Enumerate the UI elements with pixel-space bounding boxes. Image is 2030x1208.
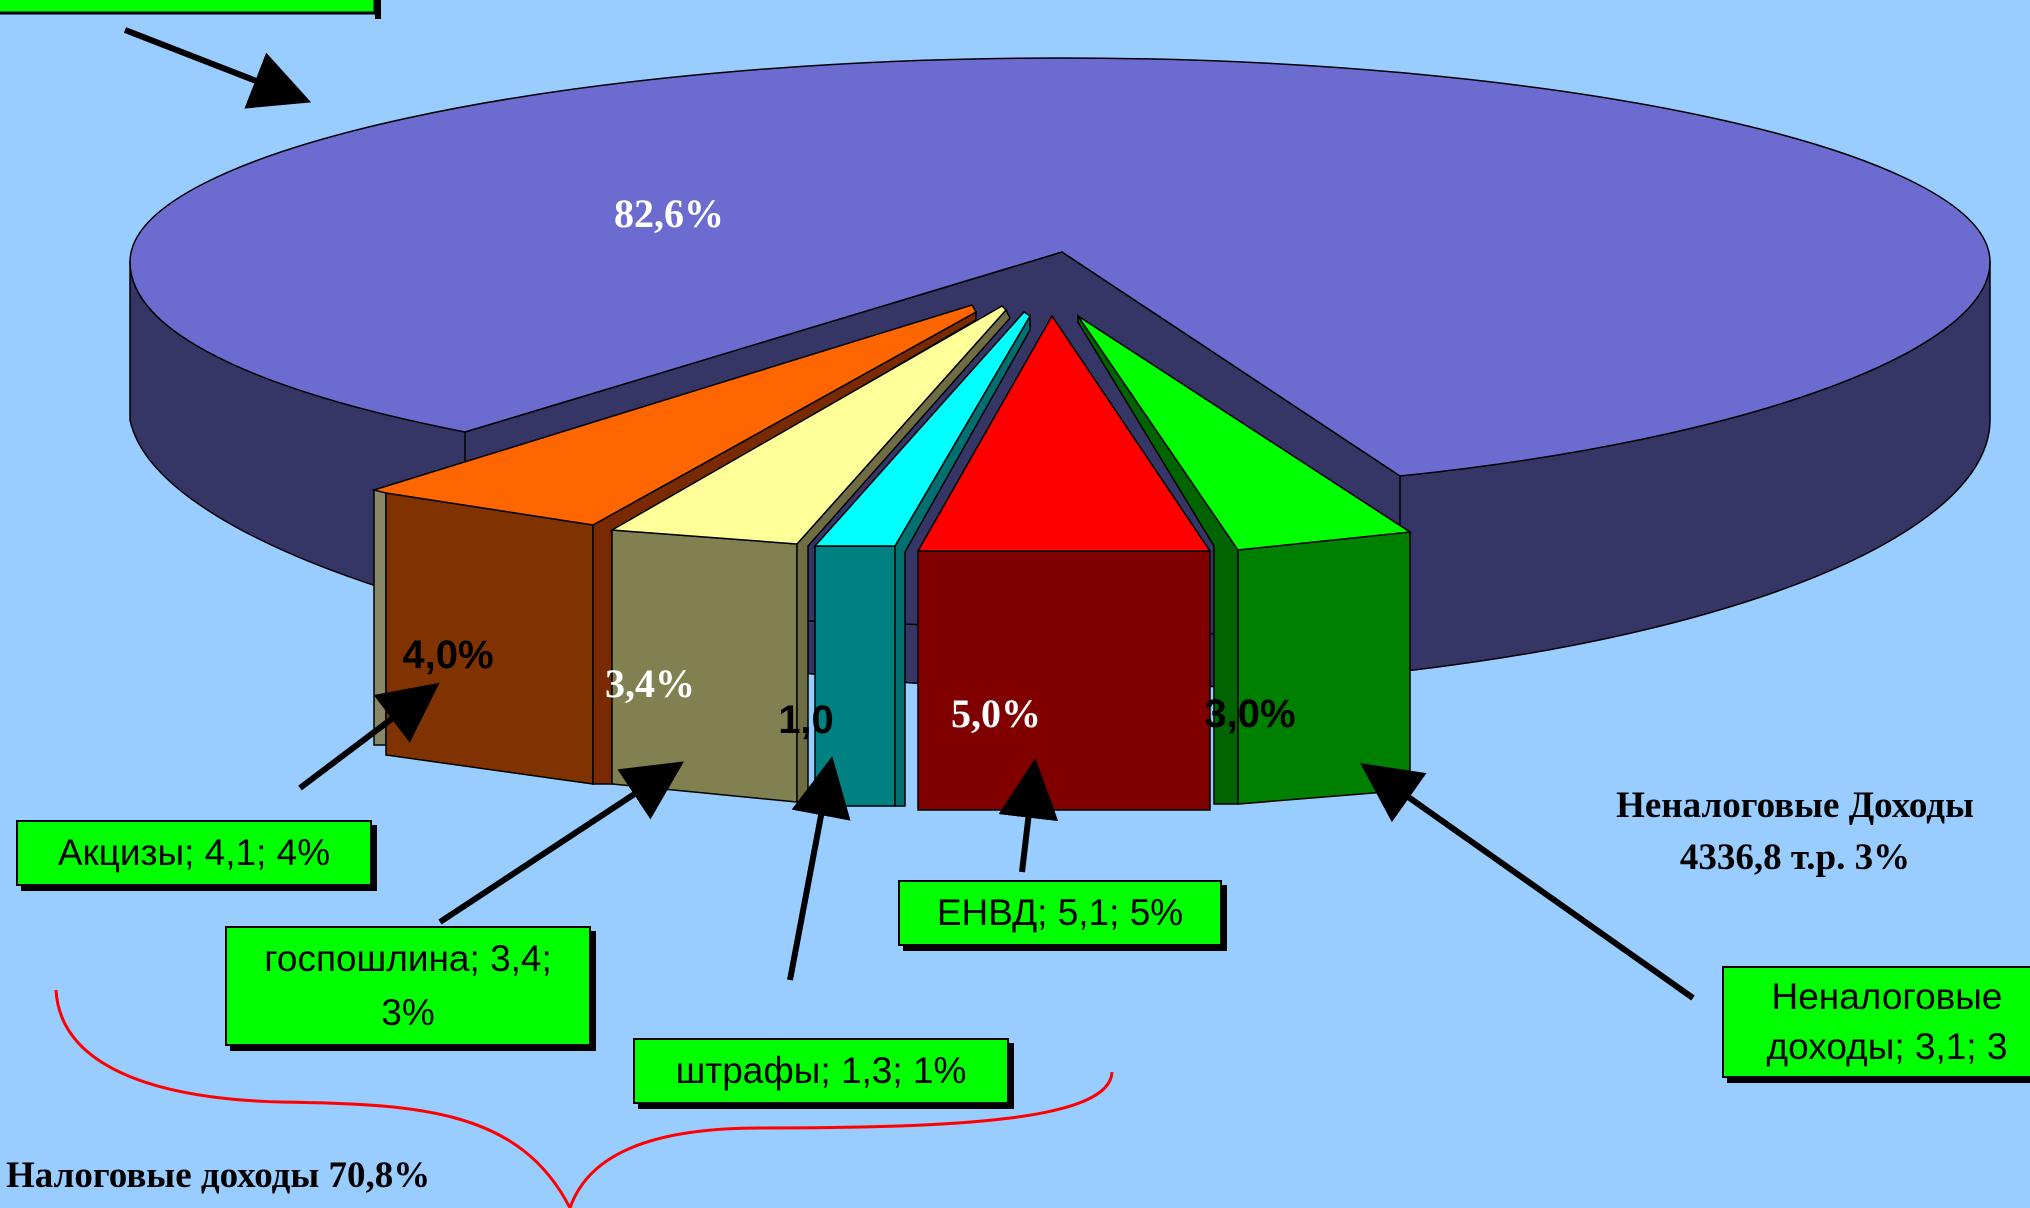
- callout-gosposhlina: госпошлина; 3,4; 3%: [225, 926, 591, 1046]
- slice-label-gosposhlina: 3,4%: [605, 661, 695, 706]
- slice-nenalog-top: [1077, 315, 1413, 551]
- slice-envd-top: [916, 314, 1212, 552]
- slice-label-nenalog: 3,0%: [1204, 692, 1295, 736]
- slice-akcizy-side: [373, 489, 387, 746]
- slice-main-top: [129, 57, 1991, 477]
- arrow-shtrafy: [787, 756, 851, 981]
- slice-nenalog-front: [1237, 531, 1411, 805]
- slice-shtrafy-top: [813, 311, 1032, 547]
- arrow-akcizy: [298, 682, 440, 791]
- callout-akcizy: Акцизы; 4,1; 4%: [16, 820, 372, 886]
- slice-gosposhlina-top: [609, 305, 1008, 545]
- slice-akcizy-top: [371, 304, 978, 526]
- slice-label-akcizy: 4,0%: [402, 633, 493, 677]
- tax-income-brace: [54, 989, 1114, 1208]
- slice-envd-front: [917, 550, 1211, 811]
- nalog-total-note: Налоговые доходы 70,8%: [6, 1155, 431, 1196]
- slice-label-shtrafy: 1,0: [778, 698, 834, 742]
- arrow-nenalog: [1360, 763, 1695, 1001]
- arrow-envd: [998, 758, 1059, 873]
- slice-shtrafy-front: [814, 545, 896, 807]
- arrow-top: [123, 27, 312, 109]
- slice-label-envd: 5,0%: [951, 691, 1041, 736]
- slice-label-main: 82,6%: [614, 191, 724, 236]
- callout-shtrafy: штрафы; 1,3; 1%: [633, 1038, 1009, 1104]
- callout-nenalog: Неналоговые доходы; 3,1; 3: [1722, 966, 2030, 1078]
- arrow-gosposhlina: [438, 761, 685, 925]
- callout-envd: ЕНВД; 5,1; 5%: [898, 880, 1222, 946]
- top-callout-box: [0, 0, 377, 15]
- nenalog-title-note: Неналоговые Доходы 4336,8 т.р. 3%: [1616, 785, 1974, 878]
